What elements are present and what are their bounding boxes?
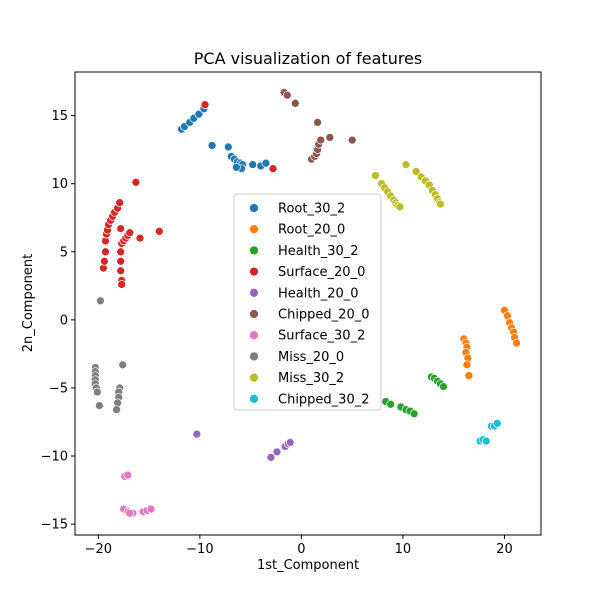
point-Surface_20_0-14 xyxy=(116,224,126,233)
point-Surface_30_2-1 xyxy=(123,470,133,480)
point-Health_20_0-1 xyxy=(266,453,276,462)
point-Surface_30_2-5 xyxy=(125,508,135,518)
legend-label-Root_20_0: Root_20_0 xyxy=(278,223,345,238)
point-Surface_20_0-13 xyxy=(115,198,125,208)
point-Surface_20_0-0 xyxy=(200,100,210,110)
y-tick-label: −5 xyxy=(49,381,68,396)
point-Health_20_0-2 xyxy=(272,447,282,457)
plot-frame xyxy=(74,71,542,536)
point-Surface_20_0-20 xyxy=(117,280,127,289)
legend-label-Surface_20_0: Surface_20_0 xyxy=(278,265,365,280)
point-Miss_20_0-8 xyxy=(95,401,104,410)
legend-label-Chipped_30_2: Chipped_30_2 xyxy=(278,392,370,407)
y-axis-ticks: −15 −10 −5 0 5 10 15 xyxy=(41,109,75,533)
x-tick-label: −10 xyxy=(186,542,213,557)
point-Miss_20_0-14 xyxy=(112,405,121,415)
point-Surface_20_0-16 xyxy=(116,247,126,257)
point-Miss_30_2-9 xyxy=(401,160,411,169)
point-Miss_20_0-9 xyxy=(118,360,128,370)
point-Miss_30_2-0 xyxy=(371,171,380,180)
legend-label-Miss_20_0: Miss_20_0 xyxy=(278,350,344,365)
point-Surface_20_0-18 xyxy=(116,266,126,276)
point-Miss_30_2-18 xyxy=(436,199,445,209)
legend-marker-Root_20_0 xyxy=(249,224,259,235)
legend-marker-Root_30_2 xyxy=(249,203,259,213)
x-tick-label: 0 xyxy=(297,542,305,557)
legend-marker-Surface_30_2 xyxy=(249,330,259,341)
legend-label-Chipped_20_0: Chipped_20_0 xyxy=(278,308,370,323)
point-Chipped_20_0-9 xyxy=(313,118,322,127)
point-Surface_20_0-3 xyxy=(100,256,109,266)
legend-marker-Health_30_2 xyxy=(249,245,259,256)
legend-marker-Miss_20_0 xyxy=(249,351,259,362)
legend-label-Health_30_2: Health_30_2 xyxy=(278,244,359,259)
legend-label-Miss_30_2: Miss_30_2 xyxy=(278,371,344,386)
point-Surface_20_0-26 xyxy=(135,233,145,243)
legend-label-Root_30_2: Root_30_2 xyxy=(278,202,345,217)
legend-marker-Miss_30_2 xyxy=(249,372,259,383)
legend-label-Surface_30_2: Surface_30_2 xyxy=(278,329,365,344)
x-tick-label: −20 xyxy=(85,542,112,557)
points-layer xyxy=(90,88,521,518)
legend-marker-Health_20_0 xyxy=(249,287,259,298)
y-tick-label: 0 xyxy=(60,313,68,328)
point-Miss_30_2-10 xyxy=(411,167,421,176)
point-Chipped_20_0-11 xyxy=(347,135,357,145)
legend-items: Root_30_2 Root_20_0 Health_30_2 Surface_20_… xyxy=(249,202,370,407)
legend-box xyxy=(233,193,382,411)
point-Root_30_2-17 xyxy=(232,162,241,172)
y-tick-label: −10 xyxy=(41,450,68,465)
point-Miss_30_2-8 xyxy=(395,202,405,212)
y-axis-label: 2n_Component xyxy=(21,254,36,352)
point-Surface_20_0-4 xyxy=(101,247,110,257)
y-tick-label: −15 xyxy=(41,518,68,533)
x-tick-label: 10 xyxy=(395,542,412,557)
point-Surface_20_0-27 xyxy=(154,226,164,236)
x-axis-ticks: −20 −10 0 10 20 xyxy=(85,535,513,557)
point-Root_30_2-4 xyxy=(194,109,204,119)
point-Chipped_20_0-1 xyxy=(282,90,292,100)
y-tick-label: 15 xyxy=(51,109,68,124)
point-Root_30_2-14 xyxy=(248,160,258,169)
point-Chipped_20_0-2 xyxy=(290,98,300,108)
legend-marker-Chipped_30_2 xyxy=(249,393,259,404)
point-Root_30_2-6 xyxy=(207,141,217,150)
point-Health_20_0-5 xyxy=(285,438,295,447)
point-Surface_20_0-24 xyxy=(125,228,135,238)
point-Root_20_0-6 xyxy=(464,371,474,381)
legend-marker-Surface_20_0 xyxy=(249,266,259,277)
chart-title: PCA visualization of features xyxy=(194,49,422,68)
point-Surface_20_0-17 xyxy=(116,256,126,266)
y-tick-label: 5 xyxy=(60,245,68,260)
point-Chipped_30_2-2 xyxy=(481,436,491,446)
point-Miss_20_0-7 xyxy=(92,387,102,397)
point-Health_20_0-0 xyxy=(192,429,202,439)
point-Root_30_2-16 xyxy=(261,158,271,168)
point-Root_20_0-13 xyxy=(512,338,521,348)
point-Surface_20_0-1 xyxy=(268,164,278,174)
legend-label-Health_20_0: Health_20_0 xyxy=(278,286,359,301)
point-Health_30_2-6 xyxy=(386,399,396,409)
y-tick-label: 10 xyxy=(51,177,68,192)
point-Root_30_2-7 xyxy=(223,142,233,152)
point-Chipped_20_0-8 xyxy=(316,135,326,145)
point-Surface_30_2-8 xyxy=(146,504,156,514)
legend: Root_30_2 Root_20_0 Health_30_2 Surface_20_… xyxy=(233,193,382,411)
point-Miss_20_0-0 xyxy=(96,296,105,306)
x-tick-label: 20 xyxy=(496,542,513,557)
point-Health_30_2-4 xyxy=(439,382,448,391)
point-Chipped_30_2-5 xyxy=(492,418,502,428)
point-Surface_20_0-25 xyxy=(131,177,141,187)
point-Health_30_2-10 xyxy=(409,409,419,419)
point-Root_20_0-5 xyxy=(462,360,472,370)
point-Chipped_20_0-10 xyxy=(325,133,335,142)
x-axis-label: 1st_Component xyxy=(257,558,359,573)
legend-marker-Chipped_20_0 xyxy=(249,309,259,319)
